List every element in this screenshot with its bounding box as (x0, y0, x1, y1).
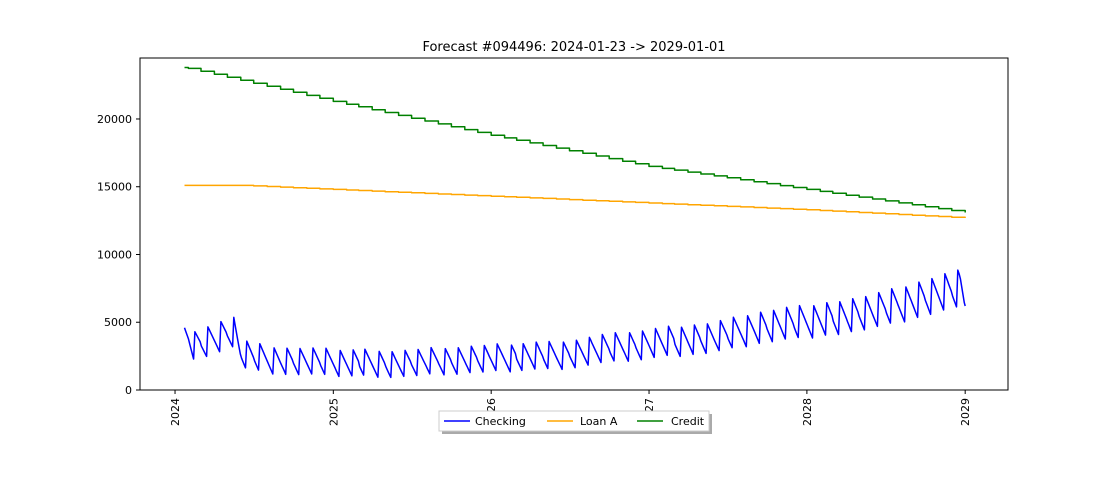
series-line-checking (183, 269, 966, 379)
x-tick-label: 2028 (801, 398, 814, 426)
y-tick-label: 20000 (97, 113, 132, 126)
y-tick-label: 0 (125, 384, 132, 397)
legend: Checking Loan A Credit (438, 410, 712, 434)
series-layer (183, 66, 966, 379)
y-tick-label: 15000 (97, 181, 132, 194)
plot-frame (139, 57, 1009, 391)
chart-title: Forecast #094496: 2024-01-23 -> 2029-01-… (422, 40, 725, 55)
legend-box (438, 410, 710, 432)
x-tick-label: 2024 (169, 398, 182, 426)
legend-label-credit: Credit (671, 415, 705, 428)
legend-label-checking: Checking (475, 415, 526, 428)
legend-label-loan-a: Loan A (580, 415, 618, 428)
series-line-credit (184, 66, 966, 213)
y-axis: 0 5000 10000 15000 20000 (97, 113, 140, 397)
x-tick-label: 2029 (959, 398, 972, 426)
y-tick-label: 5000 (104, 316, 132, 329)
series-line-loan-a (184, 184, 966, 218)
y-tick-label: 10000 (97, 248, 132, 261)
x-tick-label: 2025 (327, 398, 340, 426)
